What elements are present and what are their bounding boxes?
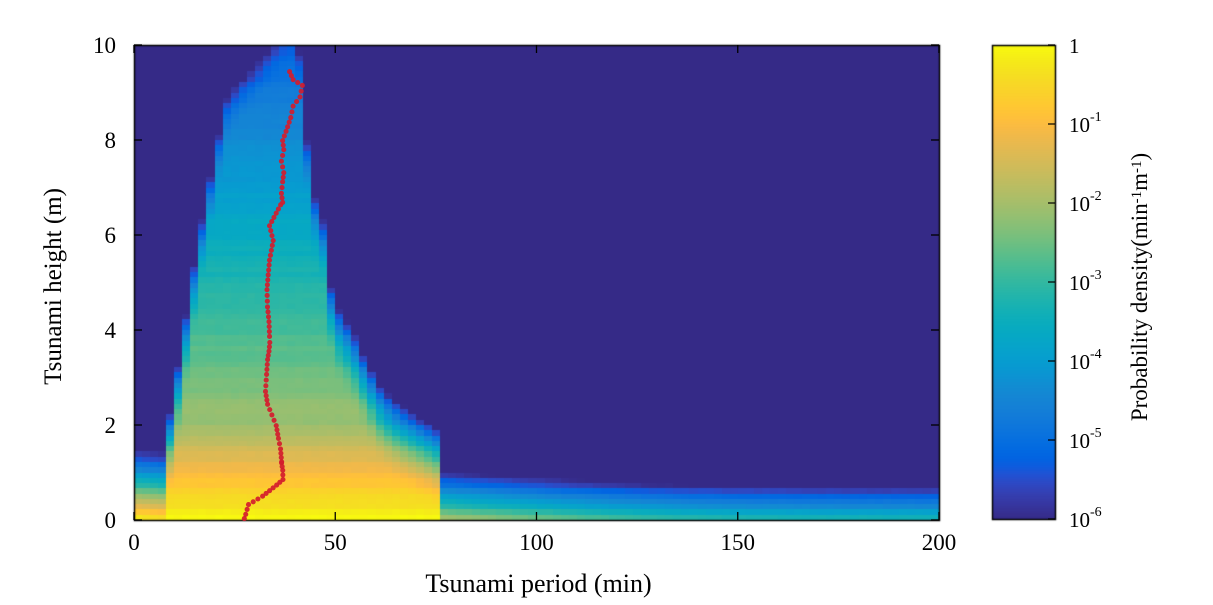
svg-text:-4: -4 bbox=[1090, 347, 1102, 362]
svg-text:100: 100 bbox=[519, 530, 554, 555]
svg-text:10: 10 bbox=[1069, 271, 1090, 295]
svg-text:10: 10 bbox=[1069, 350, 1090, 374]
svg-text:Probability density(min-1m-1): Probability density(min-1m-1) bbox=[1127, 153, 1152, 421]
svg-text:10: 10 bbox=[1069, 192, 1090, 216]
svg-text:10: 10 bbox=[1069, 429, 1090, 453]
svg-text:200: 200 bbox=[922, 530, 957, 555]
svg-text:-2: -2 bbox=[1090, 189, 1102, 204]
svg-text:50: 50 bbox=[324, 530, 347, 555]
svg-text:10: 10 bbox=[93, 33, 116, 58]
svg-text:150: 150 bbox=[721, 530, 756, 555]
svg-text:-3: -3 bbox=[1090, 268, 1102, 283]
svg-text:4: 4 bbox=[105, 318, 117, 343]
svg-text:10: 10 bbox=[1069, 113, 1090, 137]
svg-text:2: 2 bbox=[105, 413, 117, 438]
svg-text:Tsunami height (m): Tsunami height (m) bbox=[40, 188, 67, 385]
svg-text:Tsunami period (min): Tsunami period (min) bbox=[425, 569, 651, 598]
svg-text:-5: -5 bbox=[1090, 426, 1102, 441]
svg-text:6: 6 bbox=[105, 223, 117, 248]
svg-text:10: 10 bbox=[1069, 508, 1090, 532]
svg-text:-1: -1 bbox=[1090, 110, 1102, 125]
svg-text:0: 0 bbox=[105, 508, 117, 533]
svg-text:8: 8 bbox=[105, 128, 117, 153]
svg-text:-6: -6 bbox=[1090, 505, 1102, 520]
svg-text:0: 0 bbox=[128, 530, 140, 555]
svg-text:1: 1 bbox=[1069, 34, 1080, 58]
